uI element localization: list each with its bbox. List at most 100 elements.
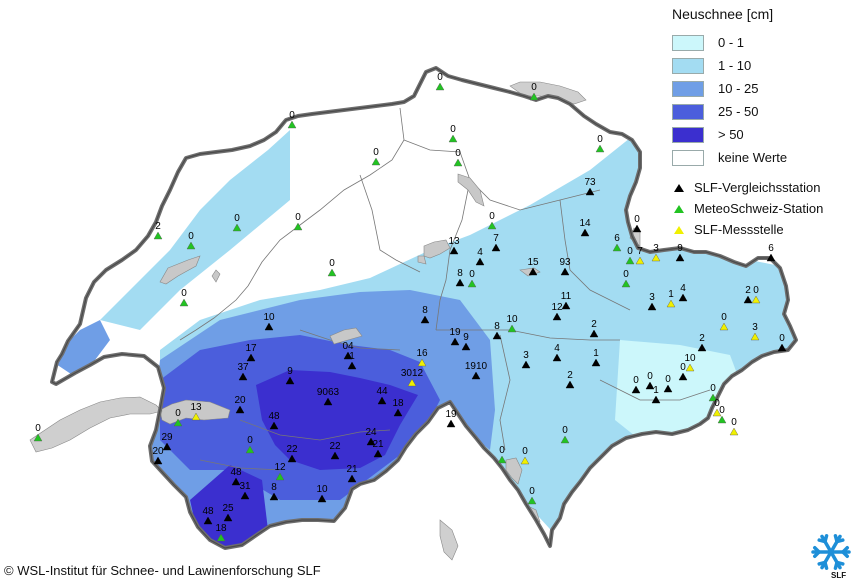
- station-marker: 21: [346, 464, 358, 483]
- station-value: 2: [567, 370, 573, 381]
- station-marker: 0: [448, 124, 458, 143]
- station-marker: 0: [453, 148, 463, 167]
- station-value: 0: [562, 425, 568, 436]
- legend-label: keine Werte: [718, 150, 788, 165]
- station-marker: 0: [729, 417, 739, 436]
- station-value: 0: [627, 246, 633, 257]
- station-triangle: [153, 231, 163, 240]
- station-value: 0: [779, 333, 785, 344]
- station-value: 0: [665, 374, 671, 385]
- station-marker: 0: [712, 398, 722, 417]
- station-triangle: [678, 293, 688, 302]
- station-marker: 0: [678, 362, 688, 381]
- legend-label: 25 - 50: [718, 104, 759, 119]
- station-marker: 13: [190, 402, 202, 421]
- station-marker: 2: [589, 319, 599, 338]
- station-triangle: [216, 533, 226, 542]
- station-value: 0: [188, 231, 194, 242]
- station-triangle: [580, 228, 590, 237]
- station-marker: 0: [717, 405, 727, 424]
- station-marker: 3: [647, 292, 657, 311]
- legend-station-label: MeteoSchweiz-Station: [694, 201, 824, 216]
- station-marker: 0: [621, 269, 631, 288]
- station-triangle: [666, 299, 676, 308]
- station-marker: 25: [222, 503, 234, 522]
- station-triangle: [743, 295, 753, 304]
- station-value: 6: [768, 243, 774, 254]
- legend-station-label: SLF-Messstelle: [694, 222, 784, 237]
- station-value: 0: [247, 435, 253, 446]
- station-marker: 04: [342, 341, 354, 360]
- station-value: 0: [437, 72, 443, 83]
- station-marker: 8: [269, 482, 279, 501]
- station-marker: 0: [245, 435, 255, 454]
- station-triangle: [708, 393, 718, 402]
- station-triangle: [521, 360, 531, 369]
- station-value: 9: [677, 243, 683, 254]
- station-value: 10: [506, 314, 518, 325]
- snowflake-branch: [813, 546, 821, 554]
- station-marker: 12: [551, 302, 563, 321]
- station-marker: 8: [420, 305, 430, 324]
- station-value: 3: [523, 350, 529, 361]
- station-marker: 10: [263, 312, 275, 331]
- station-triangle: [552, 312, 562, 321]
- station-triangle: [407, 378, 417, 387]
- station-triangle: [612, 243, 622, 252]
- station-triangle: [635, 256, 645, 265]
- triangle-icon: [674, 225, 684, 234]
- legend-swatch: [672, 103, 704, 120]
- station-marker: 15: [527, 257, 539, 276]
- station-triangle: [448, 134, 458, 143]
- station-marker: 10: [506, 314, 518, 333]
- snowflake-branch: [817, 560, 827, 566]
- station-value: 0: [721, 312, 727, 323]
- station-triangle: [529, 92, 539, 101]
- station-marker: 4: [678, 283, 688, 302]
- station-triangle: [450, 337, 460, 346]
- station-triangle: [528, 267, 538, 276]
- station-value: 1910: [465, 361, 488, 372]
- station-triangle: [446, 419, 456, 428]
- station-value: 04: [342, 341, 354, 352]
- station-triangle: [585, 187, 595, 196]
- station-triangle: [269, 492, 279, 501]
- station-value: 9: [287, 366, 293, 377]
- station-triangle: [492, 331, 502, 340]
- station-triangle: [347, 474, 357, 483]
- legend-swatch: [672, 57, 704, 74]
- station-triangle: [719, 322, 729, 331]
- station-triangle: [173, 418, 183, 427]
- copyright-text: © WSL-Institut für Schnee- und Lawinenfo…: [4, 563, 321, 578]
- station-value: 0: [731, 417, 737, 428]
- station-marker: 22: [329, 441, 341, 460]
- station-triangle: [317, 494, 327, 503]
- station-value: 0: [597, 134, 603, 145]
- station-triangle: [507, 324, 517, 333]
- station-value: 1: [593, 348, 599, 359]
- station-triangle: [717, 415, 727, 424]
- station-marker: 2: [697, 333, 707, 352]
- station-triangle: [595, 144, 605, 153]
- snowflake-arm: [829, 550, 842, 570]
- station-value: 0: [633, 375, 639, 386]
- station-value: 0: [623, 269, 629, 280]
- station-marker: 2: [153, 221, 163, 240]
- station-marker: 18: [392, 398, 404, 417]
- station-value: 0: [710, 383, 716, 394]
- station-triangle: [377, 396, 387, 405]
- legend-station-type: SLF-Vergleichsstation: [672, 177, 857, 198]
- station-value: 6: [614, 233, 620, 244]
- station-value: 0: [531, 82, 537, 93]
- station-value: 20: [152, 446, 164, 457]
- station-marker: 1: [651, 385, 661, 404]
- station-triangle: [327, 268, 337, 277]
- station-marker: 0: [435, 72, 445, 91]
- slf-logo: [811, 534, 851, 570]
- station-triangle: [589, 329, 599, 338]
- station-triangle: [393, 408, 403, 417]
- station-value: 0: [373, 147, 379, 158]
- station-value: 0: [753, 285, 759, 296]
- station-triangle: [527, 496, 537, 505]
